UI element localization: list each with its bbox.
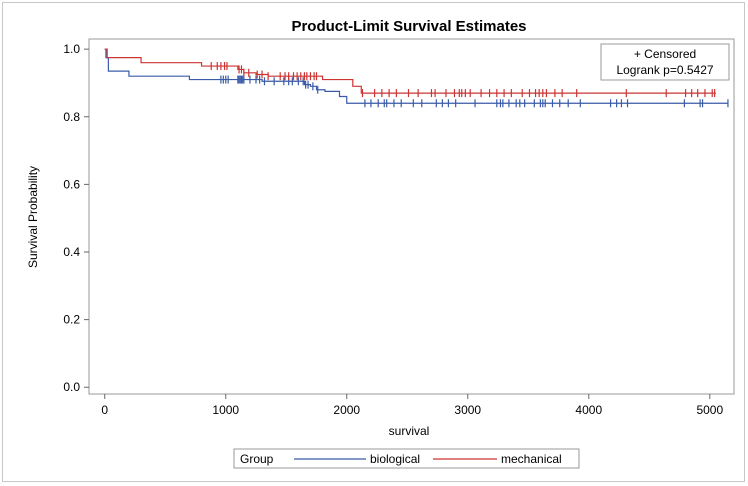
logrank-note: Logrank p=0.5427 (616, 63, 713, 77)
x-axis-label: survival (389, 424, 430, 438)
y-tick-label: 0.2 (63, 313, 80, 327)
y-tick-label: 0.6 (63, 177, 80, 191)
y-tick-label: 0.4 (63, 245, 80, 259)
y-tick-label: 0.0 (63, 380, 80, 394)
x-tick-label: 4000 (575, 403, 602, 417)
legend-label-mechanical: mechanical (501, 452, 562, 466)
chart-title: Product-Limit Survival Estimates (291, 18, 526, 35)
y-axis: 0.0 0.2 0.4 0.6 0.8 1.0 (63, 42, 89, 394)
y-axis-label: Survival Probability (26, 166, 40, 268)
x-axis: 0 1000 2000 3000 4000 5000 (101, 394, 723, 417)
survival-chart: Product-Limit Survival Estimates 0.00.20… (26, 18, 735, 469)
x-tick-label: 5000 (696, 403, 723, 417)
legend-label-biological: biological (370, 452, 420, 466)
x-tick-label: 2000 (333, 403, 360, 417)
y-tick-label: 1.0 (63, 42, 80, 56)
series-line-mechanical (104, 48, 716, 94)
plot-area (88, 38, 735, 395)
x-tick-label: 1000 (212, 403, 239, 417)
legend: Group biological mechanical (233, 448, 580, 469)
y-tick-label: 0.8 (63, 110, 80, 124)
inset-box: + Censored Logrank p=0.5427 (600, 43, 730, 81)
censored-note: + Censored (634, 47, 696, 61)
series-layer (104, 48, 729, 108)
x-tick-label: 0 (101, 403, 108, 417)
series-line-biological (104, 48, 728, 104)
legend-title: Group (240, 452, 274, 466)
x-tick-label: 3000 (454, 403, 481, 417)
